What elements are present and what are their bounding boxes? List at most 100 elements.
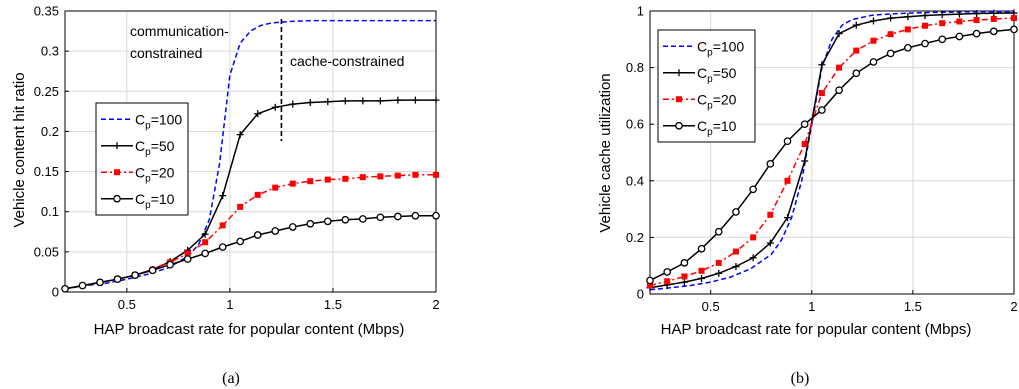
b-series-1-point-10 xyxy=(818,61,826,69)
a-ytick-label-4: 0.2 xyxy=(41,124,59,139)
a-annotation-cache: cache-constrained xyxy=(290,53,404,69)
a-series-3-point-3 xyxy=(113,275,122,284)
a-legend-label-0: Cp=100 xyxy=(135,111,182,131)
a-series-2-point-11 xyxy=(254,191,261,198)
b-series-3-point-20 xyxy=(989,27,998,36)
a-legend-marker-2 xyxy=(114,169,121,176)
a-series-3-point-21 xyxy=(432,211,440,220)
a-series-1-point-20 xyxy=(411,96,419,104)
b-series-3-point-9 xyxy=(800,120,809,129)
a-xtick-label-2: 1.5 xyxy=(324,297,342,312)
a-series-2-point-19 xyxy=(394,172,401,179)
a-annotation-communication-line1: communication- xyxy=(130,23,229,39)
b-series-1-point-14 xyxy=(887,14,895,22)
b-series-2-point-18 xyxy=(956,18,963,25)
a-legend-label-1: Cp=50 xyxy=(135,138,175,158)
a-series-2-point-13 xyxy=(289,180,296,187)
a-legend-marker-1 xyxy=(113,142,121,150)
a-series-3-point-14 xyxy=(306,219,315,228)
a-series-3-point-1 xyxy=(78,281,87,290)
a-series-2-point-18 xyxy=(377,173,384,180)
a-series-3-point-4 xyxy=(131,271,139,279)
a-series-3-point-0 xyxy=(61,284,69,293)
b-series-1-point-18 xyxy=(955,10,963,18)
a-ytick-label-1: 0.05 xyxy=(34,244,59,259)
a-series-1-point-16 xyxy=(341,97,349,105)
b-series-2-point-10 xyxy=(818,90,825,97)
a-ytick-label-0: 0 xyxy=(52,285,59,300)
b-series-2-point-21 xyxy=(1011,15,1018,22)
b-series-line-1 xyxy=(649,12,1015,289)
b-series-2-point-2 xyxy=(681,273,688,280)
b-series-2-point-1 xyxy=(664,278,671,285)
b-ytick-label-0: 0 xyxy=(637,287,644,302)
b-series-3-point-21 xyxy=(1010,25,1018,34)
a-legend-box xyxy=(95,102,189,216)
b-series-1-point-6 xyxy=(749,254,757,262)
a-series-2-point-14 xyxy=(307,178,314,185)
a-series-1-point-19 xyxy=(394,96,402,104)
b-series-2-point-20 xyxy=(990,15,997,22)
b-series-1-point-15 xyxy=(904,13,912,21)
b-series-3-point-19 xyxy=(972,29,981,38)
a-series-3-point-6 xyxy=(166,260,174,269)
b-series-line-2 xyxy=(649,17,1015,287)
b-legend-label-3: Cp=10 xyxy=(697,118,737,138)
a-plot-frame xyxy=(64,10,437,293)
b-series-1-point-12 xyxy=(852,21,860,29)
b-xtick-label-2: 1.5 xyxy=(904,299,922,314)
panel-a: 0.5 1 1.5 2 0 0.05 0.1 0.15 0.2 0.25 0.3 0.35 commu… xyxy=(11,4,440,387)
b-series-3-point-13 xyxy=(869,58,878,66)
b-series-3-point-15 xyxy=(903,43,912,52)
a-series-1-point-14 xyxy=(306,99,314,107)
a-series-1-point-10 xyxy=(236,131,244,139)
a-legend-marker-3 xyxy=(113,194,121,203)
a-series-3-point-9 xyxy=(218,243,227,251)
a-series-2-point-12 xyxy=(272,184,279,191)
a-series-3-point-12 xyxy=(271,227,280,235)
a-series-1-point-11 xyxy=(254,110,262,118)
b-series-1-point-17 xyxy=(938,11,946,19)
b-series-10 xyxy=(646,25,1018,285)
b-series-3-point-17 xyxy=(938,35,947,44)
a-series-2-point-10 xyxy=(237,203,244,210)
a-series-1-point-9 xyxy=(219,192,227,200)
a-ytick-label-5: 0.25 xyxy=(34,84,59,99)
a-series-1-point-17 xyxy=(359,97,367,105)
a-legend-label-3: Cp=10 xyxy=(135,191,175,211)
b-series-2-point-8 xyxy=(784,177,791,184)
a-legend-label-2: Cp=20 xyxy=(135,164,175,184)
b-series-3-point-4 xyxy=(714,227,723,236)
b-series-2-point-14 xyxy=(887,31,894,38)
b-series-2-point-5 xyxy=(732,248,739,255)
a-series-line-3 xyxy=(64,214,436,290)
b-series-2-point-13 xyxy=(870,37,877,44)
a-series-2-point-17 xyxy=(359,174,366,181)
a-series-line-2 xyxy=(64,174,436,290)
a-series xyxy=(61,19,440,293)
b-ytick-label-5: 1 xyxy=(637,4,644,19)
b-legend-marker-1 xyxy=(675,69,683,77)
b-series-1-point-2 xyxy=(680,278,688,286)
a-series-2-point-8 xyxy=(202,239,209,246)
a-series-3-point-15 xyxy=(323,217,332,226)
b-series-3-point-6 xyxy=(749,185,757,194)
a-ytick-label-6: 0.3 xyxy=(41,44,59,59)
a-series-3-point-7 xyxy=(183,255,192,263)
a-series-3-point-16 xyxy=(341,215,350,224)
b-series-2-point-19 xyxy=(973,17,980,24)
a-xtick-label-1: 1 xyxy=(226,297,233,312)
b-caption: (b) xyxy=(791,370,810,387)
b-xlabel: HAP broadcast rate for popular content (… xyxy=(661,321,972,338)
a-series-3-point-20 xyxy=(411,211,420,220)
b-plot-frame xyxy=(649,10,1015,295)
b-ytick-label-4: 0.8 xyxy=(626,60,644,75)
a-xtick-label-3: 2 xyxy=(432,297,439,312)
b-ylabel: Vehicle cache utilization xyxy=(597,73,614,232)
b-series-3-point-0 xyxy=(646,276,654,285)
a-series-line-0 xyxy=(64,19,436,290)
a-series-3-point-17 xyxy=(358,215,367,223)
b-series-2-point-7 xyxy=(767,211,774,218)
a-series-3-point-2 xyxy=(96,278,104,287)
